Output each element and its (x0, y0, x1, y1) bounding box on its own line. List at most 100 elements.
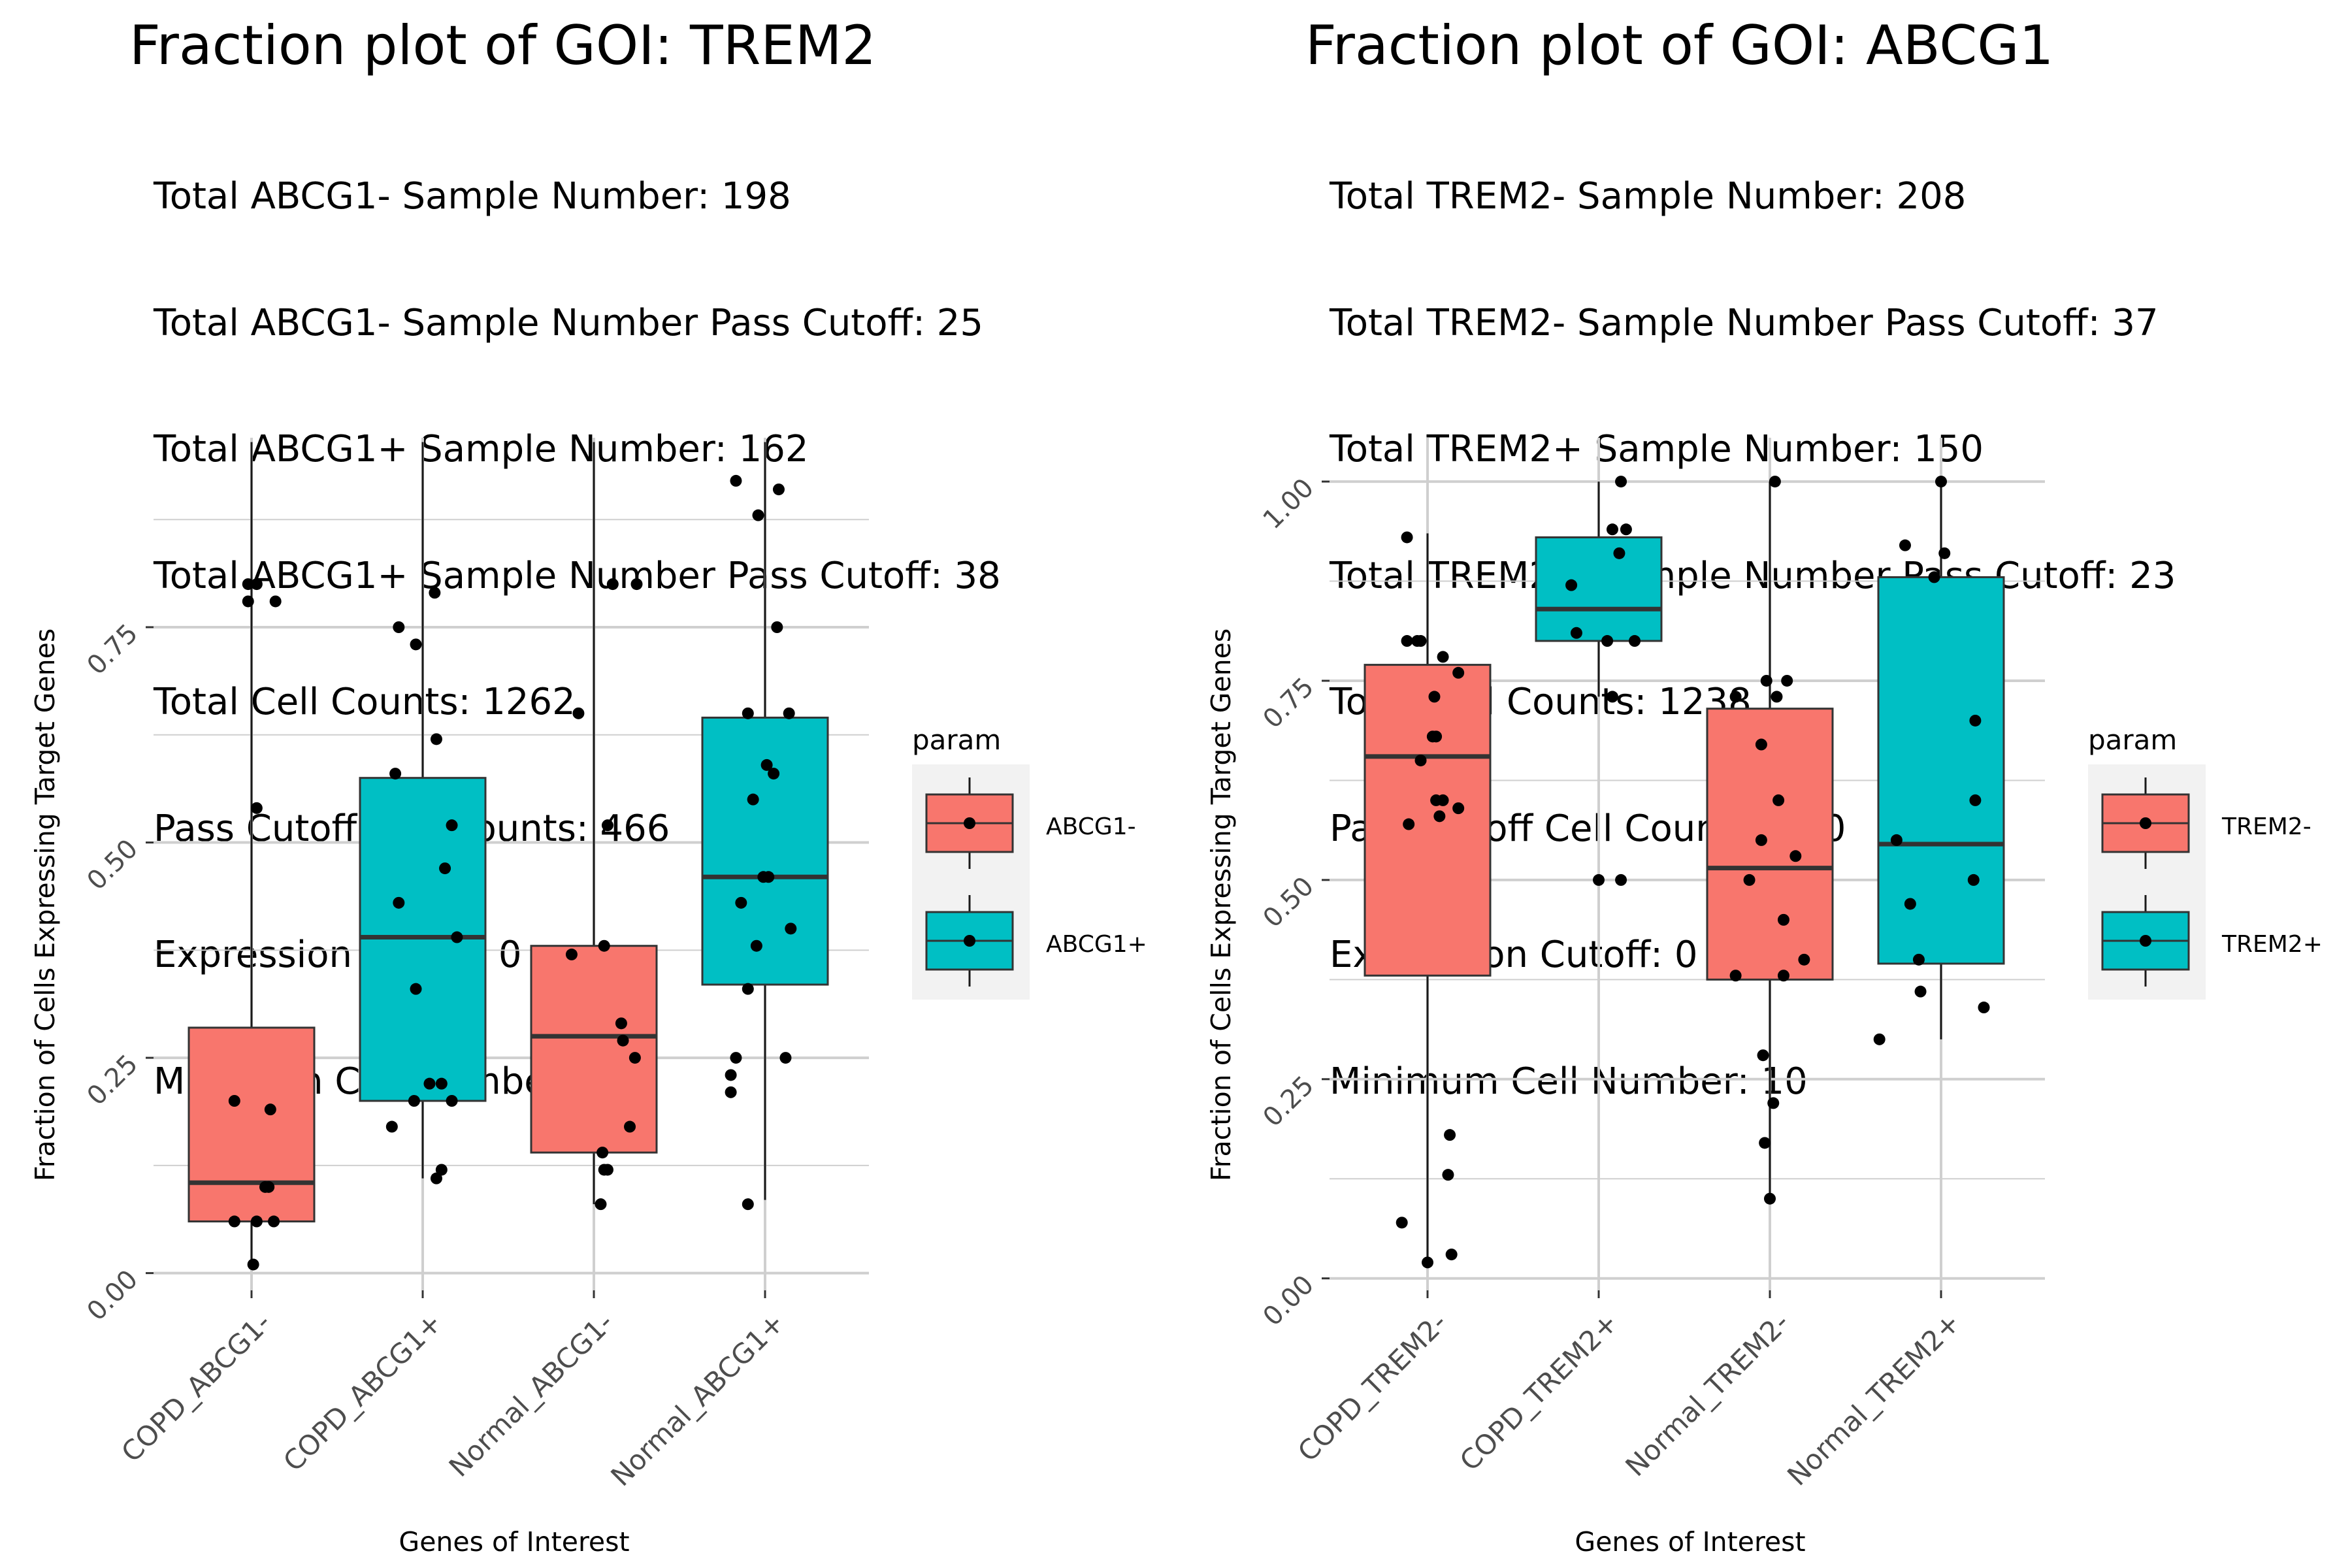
data-point (1442, 1169, 1454, 1181)
data-point (1629, 635, 1641, 647)
data-point (1620, 523, 1632, 536)
data-point (783, 707, 795, 719)
data-point (446, 819, 458, 832)
y-tick-label: 0.50 (82, 834, 144, 896)
data-point (624, 1120, 636, 1133)
data-point (269, 595, 282, 608)
data-point (742, 1198, 754, 1211)
data-point (451, 931, 463, 943)
data-point (572, 707, 585, 719)
data-point (1899, 539, 1911, 551)
data-point (1729, 691, 1742, 703)
data-point (1772, 794, 1785, 806)
data-point (629, 1052, 641, 1064)
x-tick-label: Normal_TREM2- (1619, 1306, 1795, 1482)
data-point (1414, 635, 1427, 647)
data-point (1422, 1256, 1433, 1269)
data-point (1935, 476, 1947, 488)
data-point (1444, 1129, 1456, 1141)
data-point (768, 768, 780, 780)
box-iqr (1364, 664, 1492, 977)
data-point (1615, 476, 1627, 488)
data-point (1789, 850, 1802, 862)
data-point (596, 1147, 609, 1159)
data-point (630, 578, 643, 591)
data-point (1967, 874, 1980, 886)
data-point (1777, 913, 1789, 926)
data-point (430, 1172, 442, 1184)
legend-label: ABCG1- (1046, 813, 1136, 840)
data-point (250, 802, 263, 814)
data-point (250, 578, 263, 591)
box-iqr (1706, 708, 1834, 981)
legend-title: param (912, 724, 1002, 756)
data-point (1729, 970, 1742, 982)
data-point (1767, 1097, 1780, 1109)
data-point (1401, 531, 1413, 544)
data-point (1606, 523, 1618, 536)
data-point (771, 621, 783, 633)
data-point (1769, 476, 1781, 488)
data-point (1777, 970, 1789, 982)
data-point (565, 948, 578, 960)
data-point (1430, 730, 1443, 743)
data-point (1452, 802, 1465, 815)
subtitle-line: Minimum Cell Number: 10 (1330, 1060, 1808, 1103)
data-point (1938, 547, 1951, 559)
data-point (1914, 985, 1927, 998)
x-axis-label: Genes of Interest (1575, 1526, 1806, 1558)
y-tick-label: 0.75 (1258, 672, 1320, 735)
data-point (1759, 1137, 1771, 1149)
y-tick-label: 0.50 (1258, 871, 1320, 934)
subtitle-line: Total TREM2+ Sample Number: 150 (1330, 428, 1984, 470)
legend-key-point (2140, 817, 2151, 829)
x-tick-label: COPD_TREM2+ (1454, 1306, 1624, 1477)
data-point (410, 983, 422, 995)
data-point (760, 759, 773, 771)
data-point (1401, 635, 1413, 647)
data-point (247, 1258, 259, 1271)
data-point (1764, 1192, 1776, 1205)
box-iqr (1535, 536, 1663, 642)
data-point (430, 733, 442, 745)
legend-title: param (2088, 724, 2178, 756)
data-point (725, 1069, 737, 1081)
data-point (1613, 547, 1625, 559)
y-tick-label: 1.00 (1258, 473, 1320, 536)
data-point (1452, 666, 1465, 679)
data-point (601, 819, 613, 832)
y-tick-label: 0.00 (1258, 1269, 1320, 1332)
data-point (1593, 874, 1605, 886)
x-tick-label: Normal_TREM2+ (1781, 1306, 1967, 1492)
data-point (742, 983, 754, 995)
chart-title: Fraction plot of GOI: TREM2 (129, 14, 877, 77)
left-chart-panel: Fraction plot of GOI: TREM2 Total ABCG1-… (29, 14, 1147, 1558)
data-point (385, 1120, 398, 1133)
legend-label: TREM2- (2222, 813, 2311, 840)
box-iqr (1877, 576, 2005, 965)
data-point (730, 474, 742, 487)
legend-key-point (964, 935, 975, 947)
data-point (1565, 579, 1578, 591)
data-point (435, 1077, 448, 1090)
data-point (242, 578, 254, 591)
data-point (1781, 674, 1793, 687)
data-point (735, 896, 747, 909)
right-chart-panel: Fraction plot of GOI: ABCG1 Total TREM2-… (1176, 0, 2352, 1568)
x-tick-label: Normal_ABCG1- (443, 1306, 619, 1482)
data-point (1760, 674, 1772, 687)
data-point (228, 1095, 240, 1107)
data-point (1437, 651, 1449, 663)
subtitle-line: Total TREM2- Sample Number Pass Cutoff: … (1330, 301, 2159, 344)
data-point (1969, 794, 1982, 806)
y-tick-label: 0.25 (1258, 1070, 1320, 1133)
y-axis-label: Fraction of Cells Expressing Target Gene… (29, 628, 61, 1181)
data-point (410, 638, 422, 651)
x-axis-label: Genes of Interest (399, 1526, 630, 1558)
data-point (1890, 834, 1903, 846)
data-point (601, 1164, 613, 1176)
data-point (429, 587, 441, 599)
data-point (598, 939, 610, 952)
data-point (750, 939, 762, 952)
data-point (730, 1052, 742, 1064)
